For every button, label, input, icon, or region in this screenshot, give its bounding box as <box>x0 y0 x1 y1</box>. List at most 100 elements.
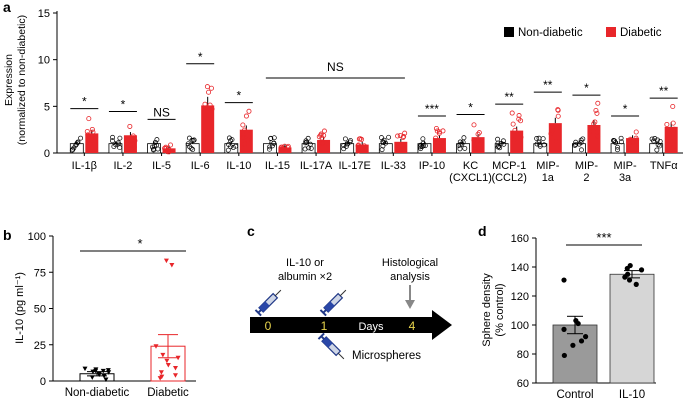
data-point <box>165 363 171 368</box>
data-point-non-diabetic <box>344 141 350 147</box>
bar-diabetic <box>201 105 215 153</box>
chart-a-ylabel: Expression <box>3 54 15 106</box>
category-label: IL-33 <box>381 160 406 172</box>
data-point-non-diabetic <box>267 144 273 150</box>
y-tick-label: 120 <box>511 291 529 303</box>
legend-swatch-non-diabetic <box>504 27 514 37</box>
data-point-non-diabetic <box>419 144 425 150</box>
data-point <box>633 281 639 287</box>
chart-a-ylabel-unit: (normalized to non-diabetic) <box>16 15 28 145</box>
data-point-non-diabetic <box>578 137 584 143</box>
timeline-day-1: 1 <box>321 319 328 333</box>
data-point-diabetic <box>555 107 561 113</box>
data-point-diabetic <box>202 101 208 107</box>
data-point-non-diabetic <box>580 136 586 142</box>
data-point-non-diabetic <box>226 135 232 141</box>
data-point-diabetic <box>319 135 325 141</box>
data-point-diabetic <box>243 113 249 119</box>
data-point-diabetic <box>240 135 246 141</box>
data-point <box>157 376 163 381</box>
data-point-diabetic <box>512 127 518 133</box>
data-point <box>561 326 567 332</box>
y-tick-label: 100 <box>511 320 529 332</box>
data-point-non-diabetic <box>420 136 426 142</box>
data-point-diabetic <box>168 142 174 148</box>
data-point-non-diabetic <box>302 140 308 146</box>
significance-label: * <box>82 95 87 109</box>
y-tick-label: 0 <box>40 376 46 388</box>
data-point-non-diabetic <box>420 140 426 146</box>
data-point-non-diabetic <box>229 137 235 143</box>
data-point-diabetic <box>321 132 327 138</box>
data-point-non-diabetic <box>115 140 121 146</box>
data-point-diabetic <box>395 133 401 139</box>
category-label: MCP-1 <box>492 160 526 172</box>
y-tick-label: 10 <box>38 55 50 67</box>
category-label: IL-2 <box>113 160 132 172</box>
data-point-diabetic <box>549 124 555 130</box>
significance-label: *** <box>425 102 439 116</box>
timeline-arrow <box>250 310 452 340</box>
data-point-non-diabetic <box>457 146 463 152</box>
timeline-day-0: 0 <box>265 319 272 333</box>
data-point-non-diabetic <box>267 146 272 152</box>
data-point-diabetic <box>355 142 361 148</box>
data-point-non-diabetic <box>652 136 658 141</box>
category-label: IL-15 <box>265 160 290 172</box>
data-point-diabetic <box>166 149 172 155</box>
significance-label: * <box>198 50 203 64</box>
data-point-diabetic <box>555 113 561 119</box>
data-point-non-diabetic <box>78 135 84 141</box>
data-point <box>638 267 645 273</box>
data-point-non-diabetic <box>618 135 624 141</box>
data-point-diabetic <box>127 142 133 148</box>
legend-label-non-diabetic: Non-diabetic <box>518 27 583 39</box>
data-point <box>163 258 169 264</box>
data-point <box>561 352 567 359</box>
data-point-non-diabetic <box>379 135 384 141</box>
data-point-non-diabetic <box>343 143 349 149</box>
y-tick-label: 140 <box>511 262 529 274</box>
bar-diabetic <box>85 133 99 153</box>
data-point-non-diabetic <box>269 143 275 149</box>
data-point-diabetic <box>130 141 136 147</box>
data-point <box>160 352 166 358</box>
data-point-non-diabetic <box>615 147 620 153</box>
category-label: 1a <box>542 172 555 184</box>
chart-d: Sphere density (% control) 60 80 100 120 140… <box>481 230 656 401</box>
syringe-icon <box>319 289 347 317</box>
data-point-diabetic <box>633 129 639 135</box>
data-point-non-diabetic <box>657 138 663 144</box>
data-point-non-diabetic <box>541 142 547 148</box>
data-point-diabetic <box>241 141 247 147</box>
data-point-non-diabetic <box>657 143 663 149</box>
data-point-diabetic <box>86 116 92 122</box>
significance-label: NS <box>153 105 170 119</box>
data-point-diabetic <box>356 148 362 154</box>
data-point-non-diabetic <box>420 143 426 148</box>
y-tick-label: 25 <box>34 340 46 352</box>
chart-d-ylabel-unit: (% control) <box>494 283 506 336</box>
data-point-diabetic <box>479 138 485 144</box>
data-point-diabetic <box>595 133 601 139</box>
data-point-non-diabetic <box>615 144 620 150</box>
data-point-diabetic <box>475 145 481 151</box>
data-point-diabetic <box>240 122 246 128</box>
data-point-diabetic <box>511 137 517 143</box>
data-point-diabetic <box>670 120 676 126</box>
data-point-diabetic <box>594 110 600 116</box>
data-point <box>175 355 181 361</box>
data-point <box>103 377 109 383</box>
data-point-non-diabetic <box>383 140 389 146</box>
data-point-diabetic <box>670 144 676 150</box>
significance-label: * <box>623 102 628 116</box>
data-point <box>158 370 164 375</box>
chart-d-ylabel: Sphere density <box>481 273 493 347</box>
category-label: Diabetic <box>147 387 189 399</box>
y-tick-label: 5 <box>44 101 50 113</box>
data-point-diabetic <box>433 135 439 141</box>
ns-group-label: NS <box>327 60 344 74</box>
y-tick-label: 60 <box>517 378 529 390</box>
data-point-diabetic <box>671 126 677 132</box>
